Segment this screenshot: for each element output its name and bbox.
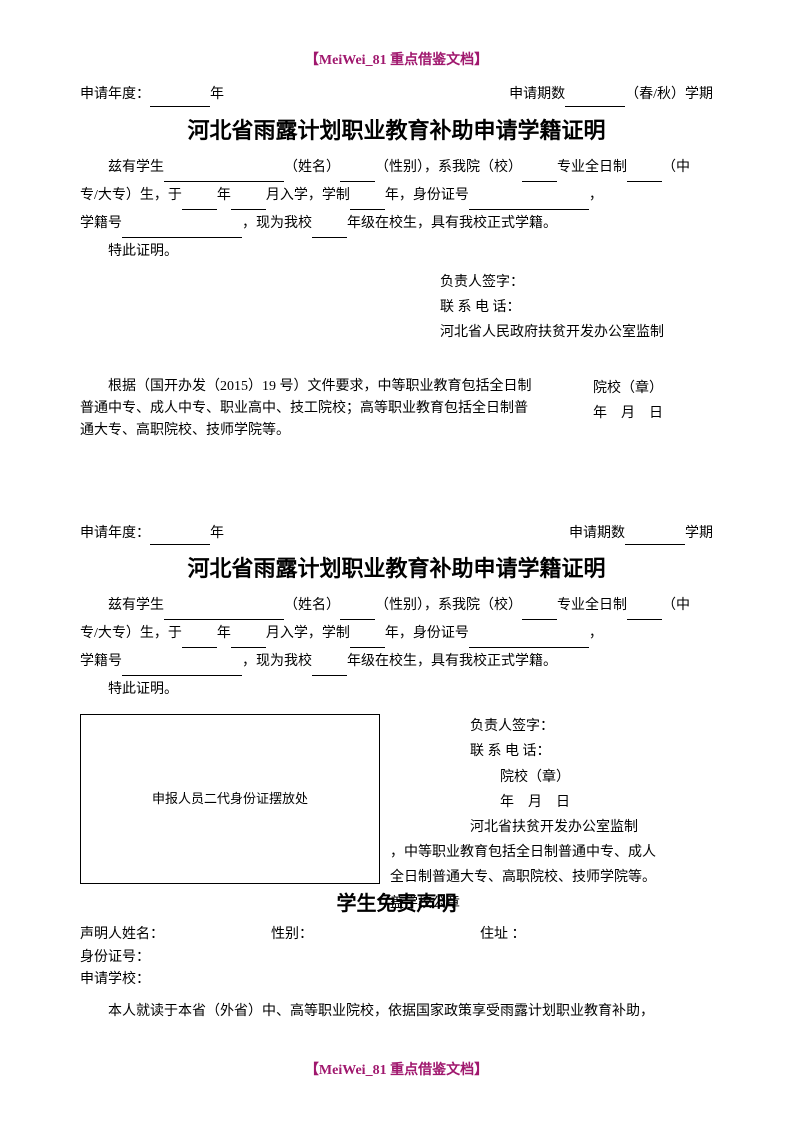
body-2: 兹有学生（姓名）（性别），系我院（校）专业全日制（中 专/大专）生，于年月入学，… (80, 592, 713, 704)
sig-phone-1: 联 系 电 话： (440, 295, 713, 320)
apply-year-2: 申请年度：年 (80, 523, 224, 545)
apply-year-1: 申请年度：年 (80, 84, 224, 106)
apply-period-2: 申请期数学期 (569, 523, 713, 545)
apply-row-2: 申请年度：年 申请期数学期 (80, 523, 713, 545)
apply-period-1: 申请期数（春/秋）学期 (509, 84, 713, 106)
sig-person-1: 负责人签字： (440, 270, 713, 295)
header-tag: 【MeiWei_81 重点借鉴文档】 (80, 50, 713, 72)
decl-name: 声明人姓名： (80, 927, 164, 942)
note-text-1: 根据（国开办发（2015）19 号）文件要求，中等职业教育包括全日制普通中专、成… (80, 376, 533, 443)
overlap-section: 负责人签字： 联 系 电 话： 院校（章） 年 月 日 河北省扶贫开发办公室监制… (80, 714, 713, 884)
note-row-1: 根据（国开办发（2015）19 号）文件要求，中等职业教育包括全日制普通中专、成… (80, 376, 713, 443)
declaration-fields: 声明人姓名： 性别： 住址 ： (80, 924, 713, 946)
stamp-1: 院校（章） 年 月 日 (593, 376, 713, 443)
id-card-box: 申报人员二代身份证摆放处 (80, 714, 380, 884)
decl-addr: 住址 ： (480, 927, 526, 942)
body-1: 兹有学生（姓名）（性别），系我院（校）专业全日制（中 专/大专）生，于年月入学，… (80, 154, 713, 266)
decl-school: 申请学校： (80, 969, 713, 991)
apply-row-1: 申请年度：年 申请期数（春/秋）学期 (80, 84, 713, 106)
footer-tag: 【MeiWei_81 重点借鉴文档】 (0, 1060, 793, 1082)
declaration-body: 本人就读于本省（外省）中、高等职业院校，依据国家政策享受雨露计划职业教育补助， (80, 1001, 713, 1023)
decl-id: 身份证号： (80, 947, 713, 969)
title-2: 河北省雨露计划职业教育补助申请学籍证明 (80, 551, 713, 586)
sig-org-1: 河北省人民政府扶贫开发办公室监制 (440, 320, 713, 345)
title-1: 河北省雨露计划职业教育补助申请学籍证明 (80, 113, 713, 148)
signature-block-1: 负责人签字： 联 系 电 话： 河北省人民政府扶贫开发办公室监制 (440, 270, 713, 346)
decl-gender: 性别： (271, 927, 313, 942)
